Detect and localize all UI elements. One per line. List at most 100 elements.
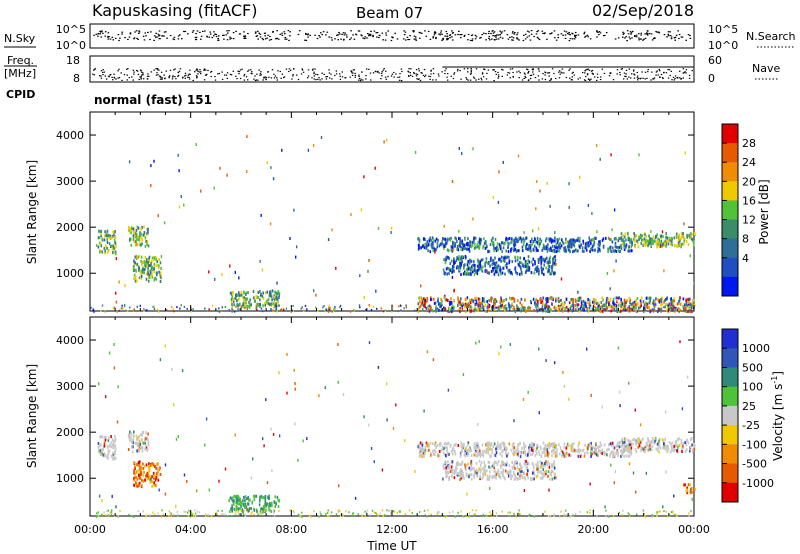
freq-point [226,77,228,79]
freq-point [657,74,659,76]
freq-point [239,69,242,71]
freq-point [313,73,315,75]
echo-cell [634,303,637,306]
echo-cell [574,298,577,302]
freq-point [311,77,313,79]
echo-cell [271,501,273,505]
freq-point [189,69,191,71]
echo-cell [546,450,549,454]
noise-point [107,38,110,40]
echo-cell [526,472,528,476]
echo-cell [608,301,610,305]
echo-cell [634,239,636,243]
echo-cell [602,245,605,249]
echo-cell [629,298,631,302]
echo-cell [578,441,580,445]
echo-cell [505,307,508,310]
echo-cell [473,297,476,300]
echo-cell [593,236,596,240]
echo-cell [627,231,629,235]
echo-cell [663,243,666,247]
echo-cell [218,310,221,313]
noise-point [225,34,228,36]
echo-cell [113,306,116,309]
echo-cell [633,237,635,241]
noise-point [158,38,161,40]
echo-cell [680,231,683,235]
echo-cell [528,245,530,249]
echo-cell [623,248,626,252]
noise-point [97,35,99,37]
echo-cell [141,449,144,453]
echo-cell [498,473,501,477]
freq-point [628,76,630,78]
echo-cell [560,238,563,242]
noise-point [646,34,649,36]
freq-point [590,78,592,80]
noise-point [574,31,577,34]
echo-cell [476,303,478,306]
noise-point [408,38,411,41]
echo-cell [470,242,472,246]
noise-point [638,37,640,39]
echo-cell [537,464,539,468]
echo-cell [545,305,547,308]
freq-point [437,73,440,75]
noise-point [173,38,176,41]
echo-cell [111,247,114,251]
echo-cell [240,306,242,308]
echo-cell [461,307,463,310]
echo-cell [500,272,502,276]
echo-cell [421,441,424,445]
echo-cell [273,500,276,504]
echo-cell [138,435,141,439]
echo-cell [272,177,275,181]
freq-point [296,74,298,76]
freq-point [401,70,403,73]
echo-cell [457,308,459,311]
echo-cell [134,466,136,470]
echo-cell [233,507,236,511]
echo-cell [577,444,580,448]
echo-cell [620,246,623,250]
noise-point [276,30,278,32]
echo-cell [274,505,276,509]
freq-point [671,79,673,81]
freq-point [168,76,170,78]
echo-cell [562,452,565,456]
noise-point [503,30,506,32]
echo-cell [437,454,439,458]
echo-cell [670,302,672,306]
freq-point [120,72,122,74]
echo-cell [500,446,502,450]
echo-cell [516,452,518,456]
echo-cell [253,494,255,498]
echo-cell [190,308,192,311]
noise-point [378,36,380,39]
echo-cell [587,298,589,301]
echo-cell [445,454,447,457]
freq-point [259,72,262,75]
echo-cell [492,261,495,265]
echo-cell [687,297,689,301]
freq-point [221,71,223,73]
noise-point [629,38,631,40]
echo-cell [257,291,260,294]
echo-cell [599,305,601,308]
echo-cell [553,261,556,265]
echo-cell [530,448,533,452]
echo-cell [683,303,686,307]
echo-cell [677,241,680,245]
echo-cell [134,463,136,467]
echo-cell [543,471,546,474]
freq-point [238,73,240,75]
noise-point [557,37,559,39]
echo-cell [131,450,134,454]
echo-cell [597,304,600,308]
echo-cell [464,270,466,274]
freq-point [393,76,395,78]
echo-cell [567,241,570,245]
freq-point [399,73,401,75]
echo-cell [444,244,447,248]
